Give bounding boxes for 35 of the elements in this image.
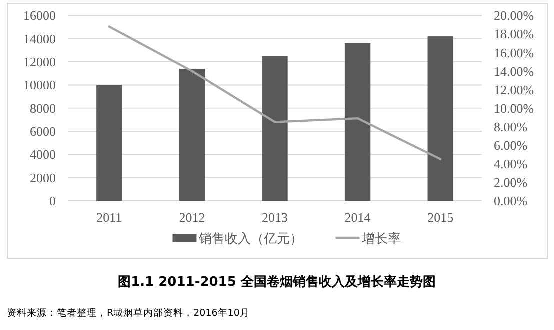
y2-tick-label: 8.00% (494, 119, 528, 134)
bar (96, 85, 122, 201)
bar (344, 43, 371, 201)
y-tick-label: 16000 (24, 8, 56, 24)
y2-tick-label: 2.00% (494, 174, 528, 190)
y2-tick-label: 6.00% (494, 138, 528, 153)
x-tick-label: 2013 (262, 210, 288, 225)
y-tick-label: 0 (50, 194, 56, 208)
bar (262, 56, 288, 201)
y-tick-label: 4000 (30, 147, 56, 162)
y2-tick-label: 12.00% (494, 82, 534, 98)
y2-tick-label: 10.00% (494, 100, 534, 116)
x-tick-label: 2014 (344, 210, 372, 225)
text: 资料来源：笔者整理，R城烟草内部资料，2016年10月 (7, 307, 250, 319)
x-tick-label: 2015 (428, 210, 454, 225)
y2-tick-label: 0.00% (494, 194, 528, 208)
line-series (108, 26, 442, 160)
legend-label: 销售收入（亿元） (198, 232, 303, 247)
y-tick-label: 6000 (30, 124, 56, 140)
bar (428, 36, 454, 201)
legend-label: 增长率 (360, 231, 401, 247)
bar (179, 68, 206, 201)
y-tick-label: 2000 (30, 170, 56, 186)
text: 图1.1 2011-2015 全国卷烟销售收入及增长率走势图 (118, 274, 436, 290)
y-tick-label: 10000 (24, 78, 56, 93)
x-tick-label: 2011 (96, 210, 122, 225)
y2-tick-label: 16.00% (494, 45, 534, 60)
y-tick-label: 14000 (24, 31, 56, 46)
y-tick-label: 8000 (30, 100, 56, 116)
y2-tick-label: 18.00% (494, 26, 534, 42)
y2-tick-label: 14.00% (494, 64, 534, 79)
y2-tick-label: 20.00% (494, 8, 534, 24)
y2-tick-label: 4.00% (494, 156, 528, 172)
y-tick-label: 12000 (24, 54, 56, 70)
x-tick-label: 2012 (179, 210, 206, 225)
